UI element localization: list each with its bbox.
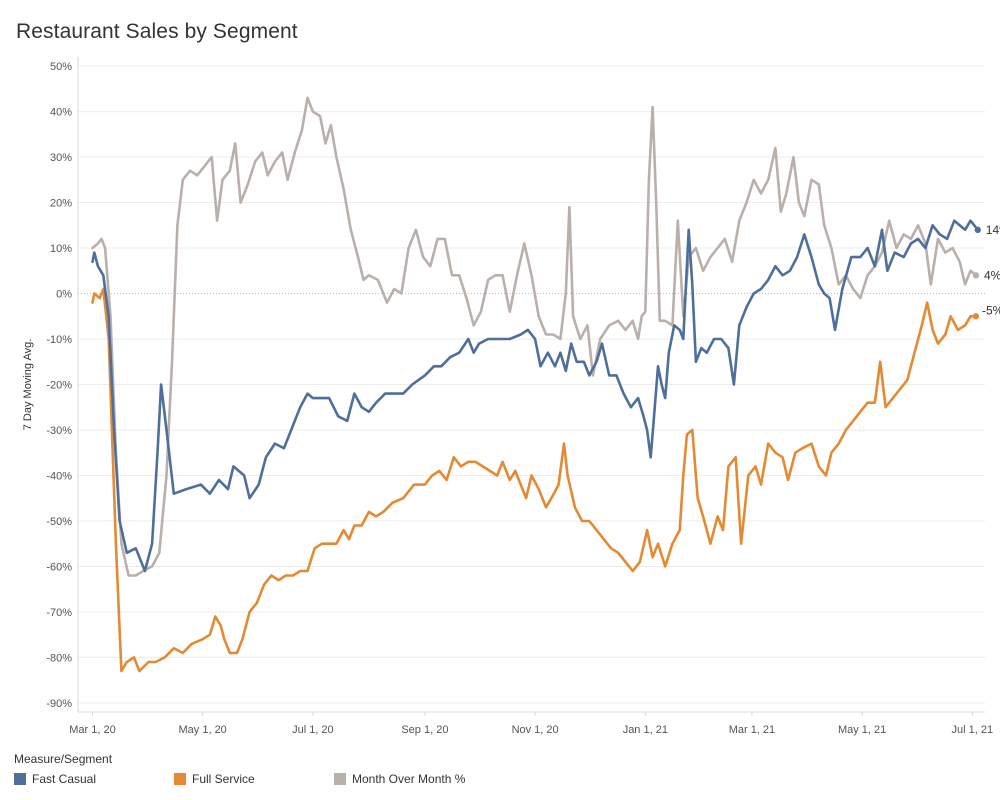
legend-item-fast-casual[interactable]: Fast Casual bbox=[14, 771, 96, 787]
series-line-month-over-month bbox=[91, 96, 978, 577]
y-tick-label: 20% bbox=[50, 198, 72, 210]
series-end-marker-full-service bbox=[972, 313, 980, 320]
legend: Measure/Segment Fast Casual Full Service… bbox=[14, 752, 614, 796]
legend-title: Measure/Segment bbox=[14, 752, 113, 766]
y-tick-label: 50% bbox=[50, 61, 72, 73]
gridlines bbox=[78, 65, 985, 704]
x-tick-label: Jul 1, 20 bbox=[292, 724, 334, 736]
legend-swatch-fast-casual bbox=[14, 773, 26, 785]
legend-label-month-over-month: Month Over Month % bbox=[352, 772, 466, 786]
legend-item-month-over-month[interactable]: Month Over Month % bbox=[334, 771, 465, 787]
y-tick-label: 10% bbox=[50, 243, 72, 255]
x-tick-label: Mar 1, 20 bbox=[69, 724, 115, 736]
series-end-marker-fast-casual bbox=[974, 226, 981, 234]
y-tick-label: 0% bbox=[56, 289, 72, 301]
x-tick-label: May 1, 21 bbox=[838, 724, 886, 736]
x-tick-label: Jul 1, 21 bbox=[952, 724, 994, 736]
y-tick-label: 30% bbox=[50, 152, 72, 164]
y-tick-label: -30% bbox=[46, 425, 72, 437]
y-tick-label: -50% bbox=[46, 516, 72, 528]
series-end-marker-month-over-month bbox=[972, 272, 980, 279]
y-tick-label: -10% bbox=[46, 334, 72, 346]
y-tick-label: -70% bbox=[46, 607, 72, 619]
x-tick-label: Sep 1, 20 bbox=[401, 724, 448, 736]
legend-label-full-service: Full Service bbox=[192, 772, 255, 786]
y-tick-label: -60% bbox=[46, 561, 72, 573]
end-label-fast-casual: 14% bbox=[986, 223, 1000, 237]
series-line-fast-casual bbox=[91, 219, 980, 573]
x-tick-label: May 1, 20 bbox=[179, 724, 227, 736]
legend-item-full-service[interactable]: Full Service bbox=[174, 771, 255, 787]
series-lines bbox=[91, 96, 981, 673]
legend-label-fast-casual: Fast Casual bbox=[32, 772, 97, 786]
legend-swatch-full-service bbox=[174, 773, 186, 785]
x-tick-label: Mar 1, 21 bbox=[729, 724, 775, 736]
chart-title: Restaurant Sales by Segment bbox=[16, 20, 298, 43]
end-label-full-service: -5% bbox=[982, 303, 1000, 317]
x-tick-label: Nov 1, 20 bbox=[512, 724, 559, 736]
y-tick-label: -20% bbox=[46, 380, 72, 392]
series-line-full-service bbox=[91, 287, 978, 673]
y-axis-label: 7 Day Moving Avg. bbox=[22, 339, 34, 431]
end-label-month-over-month: 4% bbox=[984, 268, 1000, 282]
y-tick-label: -90% bbox=[46, 698, 72, 710]
axes: 50% 40% 30% 20% 10% 0% -10% -20% -30% -40% -50% -60… bbox=[46, 57, 993, 736]
x-tick-label: Jan 1, 21 bbox=[623, 724, 668, 736]
end-labels: 14% -5% 4% bbox=[982, 223, 1000, 317]
y-tick-label: -40% bbox=[46, 470, 72, 482]
y-tick-label: 40% bbox=[50, 107, 72, 119]
legend-swatch-month-over-month bbox=[334, 773, 346, 785]
y-tick-label: -80% bbox=[46, 652, 72, 664]
